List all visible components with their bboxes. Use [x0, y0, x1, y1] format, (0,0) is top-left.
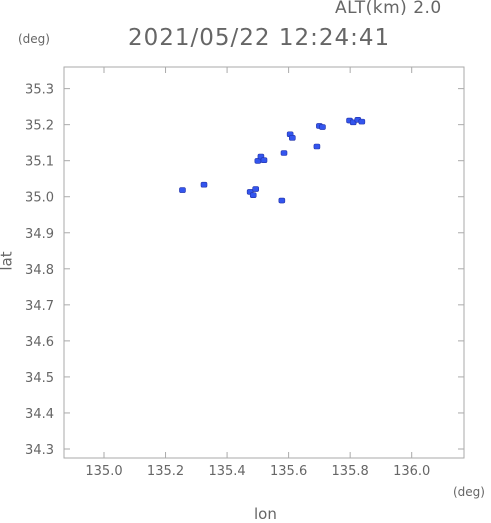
- data-point: [200, 181, 208, 188]
- data-point: [319, 124, 326, 130]
- chart-title: 2021/05/22 12:24:41: [128, 25, 391, 51]
- y-axis-unit: (deg): [18, 32, 50, 46]
- data-point: [179, 187, 186, 193]
- data-point: [313, 143, 321, 150]
- altitude-label: ALT(km) 2.0: [335, 0, 442, 18]
- data-point: [278, 197, 286, 204]
- x-tick-label: 135.0: [85, 464, 122, 479]
- data-point: [260, 157, 268, 163]
- y-tick-label: 34.8: [25, 263, 54, 278]
- x-tick-label: 135.8: [332, 464, 369, 479]
- plot-frame: [63, 66, 465, 459]
- x-axis-unit: (deg): [453, 485, 485, 499]
- axis-ticks: 135.0 135.2 135.4 135.6 135.8 136.0 35.3 35.2 35…: [25, 67, 464, 479]
- data-point: [289, 135, 296, 141]
- y-tick-label: 34.3: [25, 443, 54, 458]
- y-tick-label: 35.2: [25, 119, 54, 134]
- data-point: [280, 150, 288, 156]
- data-point: [249, 192, 257, 198]
- x-axis-label: lon: [254, 505, 277, 523]
- y-tick-label: 34.6: [25, 335, 54, 350]
- y-tick-label: 35.1: [25, 155, 54, 170]
- y-tick-label: 35.3: [25, 83, 54, 98]
- y-tick-label: 34.9: [25, 227, 54, 242]
- x-tick-label: 135.4: [208, 464, 245, 479]
- x-tick-label: 135.2: [147, 464, 184, 479]
- x-tick-label: 136.0: [393, 464, 430, 479]
- data-points: [179, 117, 366, 204]
- y-tick-label: 34.7: [25, 299, 54, 314]
- data-point: [358, 118, 366, 125]
- y-tick-label: 34.5: [25, 371, 54, 386]
- x-tick-label: 135.6: [270, 464, 307, 479]
- y-tick-label: 34.4: [25, 407, 54, 422]
- data-point: [252, 186, 259, 192]
- y-tick-label: 35.0: [25, 191, 54, 206]
